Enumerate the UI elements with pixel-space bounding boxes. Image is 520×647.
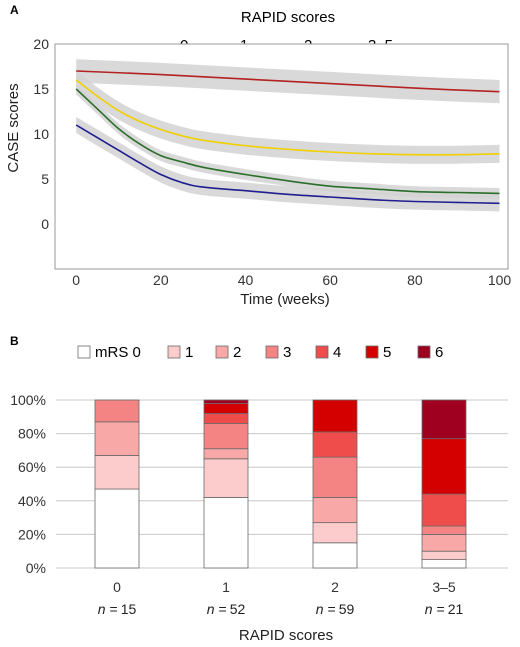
- x-tick-label-a: 20: [153, 272, 169, 288]
- x-tick-label-a: 40: [238, 272, 254, 288]
- bar-segment-1-3: [203, 423, 249, 450]
- confidence-band-0: [76, 116, 500, 212]
- legend-label-b-1: 1: [185, 344, 193, 361]
- y-tick-label-b: 80%: [18, 426, 46, 442]
- series-lines: [75, 70, 500, 205]
- bar-segment-3-1: [421, 550, 467, 561]
- n-label-equals: =: [328, 601, 336, 617]
- legend-swatch-b-0: [77, 345, 91, 359]
- bar-segment-2-2: [312, 497, 358, 524]
- y-ticks-b: 0% 20% 40% 60% 80% 100%: [10, 392, 46, 576]
- n-label: n = 52: [207, 601, 246, 617]
- category-label: 1: [222, 579, 230, 595]
- legend-swatch-b-6: [417, 345, 431, 359]
- legend-swatch-b-5: [365, 345, 379, 359]
- legend-swatch-b-4: [315, 345, 329, 359]
- n-label-equals: =: [110, 601, 118, 617]
- y-ticks-a: 0 5 10 15 20: [33, 36, 49, 232]
- legend-label-b-0: mRS 0: [95, 344, 141, 361]
- bar-segment-2-5: [312, 399, 358, 433]
- legend-label-b-3: 3: [283, 344, 291, 361]
- category-label: 0: [113, 579, 121, 595]
- bar-segment-0-1: [94, 455, 140, 490]
- x-ticks-a: 0 20 40 60 80 100: [72, 272, 511, 288]
- n-label-prefix: n: [207, 601, 215, 617]
- n-label-equals: =: [219, 601, 227, 617]
- n-label-value: 15: [121, 601, 137, 617]
- legend-swatch-b-3: [265, 345, 279, 359]
- bar-segment-3-4: [421, 493, 467, 527]
- series-line-0: [75, 124, 500, 205]
- y-tick-label-b: 40%: [18, 493, 46, 509]
- category-label: 2: [331, 579, 339, 595]
- y-axis-title-a: CASE scores: [5, 83, 22, 172]
- n-label-prefix: n: [316, 601, 324, 617]
- legend-swatch-b-1: [167, 345, 181, 359]
- panel-label-b: B: [10, 334, 19, 348]
- n-label-value: 52: [230, 601, 246, 617]
- panel-label-a: A: [10, 3, 19, 17]
- x-tick-label-a: 80: [407, 272, 423, 288]
- y-tick-label-b: 100%: [10, 392, 46, 408]
- n-label: n = 21: [425, 601, 464, 617]
- bar-segment-1-1: [203, 458, 249, 498]
- confidence-band-2: [76, 71, 500, 164]
- bar-segment-1-2: [203, 448, 249, 460]
- n-label-value: 21: [448, 601, 464, 617]
- bar-segment-2-3: [312, 456, 358, 498]
- bar-segment-1-5: [203, 402, 249, 414]
- legend-label-b-4: 4: [333, 344, 341, 361]
- bar-segment-3-3: [421, 525, 467, 535]
- bar-segment-3-0: [421, 559, 467, 569]
- bar-segment-2-1: [312, 522, 358, 544]
- category-label: 3–5: [432, 579, 456, 595]
- legend-label-b-6: 6: [435, 344, 443, 361]
- n-label-value: 59: [339, 601, 355, 617]
- bar-segment-0-3: [94, 399, 140, 423]
- bar-segment-3-5: [421, 438, 467, 495]
- y-tick-label-a: 10: [33, 126, 49, 142]
- y-tick-label-a: 5: [41, 171, 49, 187]
- legend-swatch-b-2: [215, 345, 229, 359]
- x-axis-title-b: RAPID scores: [239, 627, 333, 644]
- bar-segment-2-0: [312, 542, 358, 569]
- x-axis-title-a: Time (weeks): [240, 291, 329, 308]
- legend-label-b-2: 2: [233, 344, 241, 361]
- stacked-bars: [94, 399, 467, 569]
- n-label: n = 59: [316, 601, 355, 617]
- y-tick-label-a: 15: [33, 81, 49, 97]
- y-tick-label-b: 0%: [26, 560, 46, 576]
- y-tick-label-a: 20: [33, 36, 49, 52]
- x-tick-label-a: 60: [322, 272, 338, 288]
- legend-label-b-5: 5: [383, 344, 391, 361]
- confidence-band-1: [76, 83, 500, 199]
- n-label-prefix: n: [425, 601, 433, 617]
- legend-title: RAPID scores: [241, 9, 335, 26]
- y-tick-label-b: 60%: [18, 459, 46, 475]
- n-label-equals: =: [437, 601, 445, 617]
- bar-segment-3-2: [421, 534, 467, 552]
- bar-segment-0-0: [94, 488, 140, 569]
- bar-segment-1-4: [203, 413, 249, 424]
- x-tick-label-a: 100: [488, 272, 512, 288]
- bar-segment-0-2: [94, 421, 140, 456]
- bar-segment-2-4: [312, 431, 358, 458]
- x-tick-label-a: 0: [72, 272, 80, 288]
- series-line-1: [75, 88, 500, 195]
- bar-legend: mRS 0 1 2 3 4 5 6: [77, 344, 443, 361]
- bar-segment-3-6: [421, 399, 467, 440]
- n-label: n = 15: [98, 601, 137, 617]
- series-line-2: [75, 79, 500, 156]
- n-label-prefix: n: [98, 601, 106, 617]
- y-tick-label-a: 0: [41, 216, 49, 232]
- bar-segment-1-6: [203, 399, 249, 404]
- y-tick-label-b: 20%: [18, 526, 46, 542]
- series-line-3: [76, 70, 500, 93]
- bar-segment-1-0: [203, 497, 249, 569]
